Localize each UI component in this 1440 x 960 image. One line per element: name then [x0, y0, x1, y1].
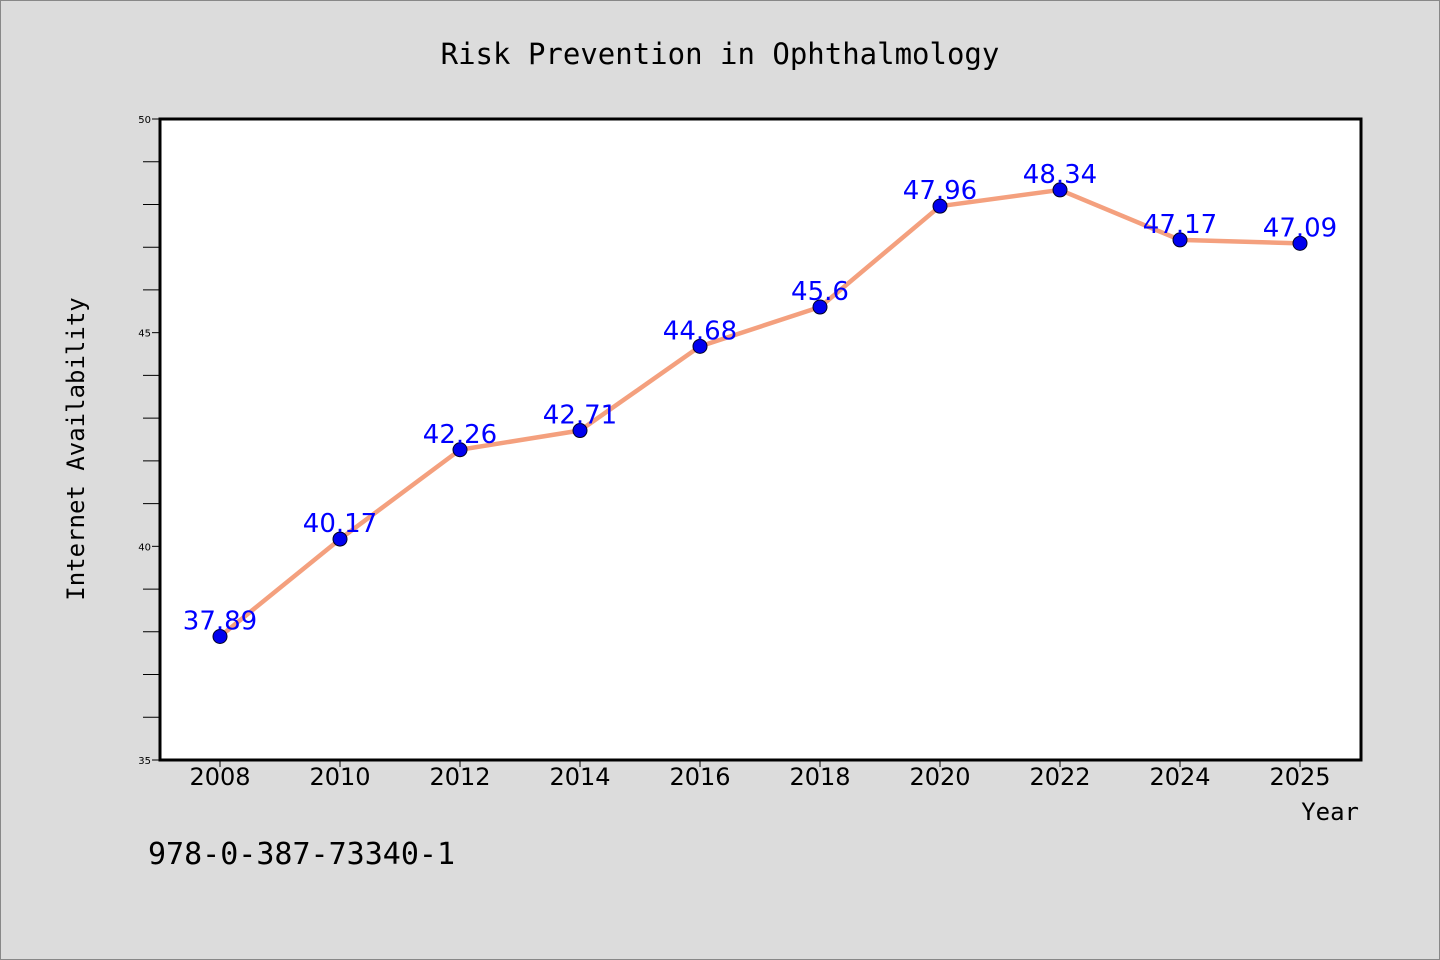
- series-layer: 37.89 40.17 42.26 42.71 44.68 45.6 47.96 48.34 4…: [183, 160, 1337, 645]
- y-axis: 35 40 45 50: [138, 115, 160, 767]
- y-tick-label: 35: [138, 756, 151, 767]
- data-point: [692, 338, 708, 354]
- data-label: 47.96: [903, 176, 977, 206]
- x-tick-label: 2020: [909, 763, 970, 791]
- data-point: [332, 531, 348, 547]
- data-point: [572, 423, 588, 439]
- data-label: 45.6: [791, 277, 849, 307]
- x-axis: 2008 2010 2012 2014 2016 2018 2020 2022 2024 2025: [189, 760, 1331, 791]
- y-tick-label: 45: [138, 329, 151, 340]
- data-label: 47.17: [1143, 210, 1217, 240]
- x-axis-label: Year: [1301, 798, 1359, 826]
- data-label: 44.68: [663, 316, 737, 346]
- y-tick-label: 50: [138, 115, 151, 126]
- data-point: [1052, 182, 1068, 198]
- data-point: [1292, 235, 1308, 251]
- x-tick-label: 2018: [789, 763, 850, 791]
- x-tick-label: 2010: [309, 763, 370, 791]
- x-tick-label: 2024: [1149, 763, 1210, 791]
- data-label: 42.71: [543, 401, 617, 431]
- data-point: [452, 442, 468, 458]
- chart-title: Risk Prevention in Ophthalmology: [441, 37, 1000, 71]
- plot-area: [158, 117, 1363, 762]
- x-tick-label: 2016: [669, 763, 730, 791]
- data-label: 37.89: [183, 607, 257, 637]
- data-label: 48.34: [1023, 160, 1097, 190]
- isbn-text: 978-0-387-73340-1: [148, 837, 455, 872]
- x-tick-label: 2008: [189, 763, 250, 791]
- data-point: [812, 299, 828, 315]
- data-label: 42.26: [423, 420, 497, 450]
- x-tick-label: 2025: [1269, 763, 1330, 791]
- data-point: [932, 198, 948, 214]
- data-label: 47.09: [1263, 213, 1337, 243]
- x-tick-label: 2022: [1029, 763, 1090, 791]
- series-line: [217, 187, 1303, 639]
- data-point: [212, 629, 228, 645]
- data-point: [1172, 232, 1188, 248]
- x-tick-label: 2012: [429, 763, 490, 791]
- data-label: 40.17: [303, 509, 377, 539]
- x-tick-label: 2014: [549, 763, 610, 791]
- y-axis-label: Internet Availability: [62, 297, 90, 600]
- y-tick-label: 40: [138, 542, 151, 553]
